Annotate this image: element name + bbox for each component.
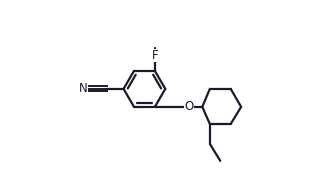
Text: N: N (79, 82, 88, 95)
Text: F: F (151, 49, 158, 62)
Text: O: O (184, 100, 193, 113)
